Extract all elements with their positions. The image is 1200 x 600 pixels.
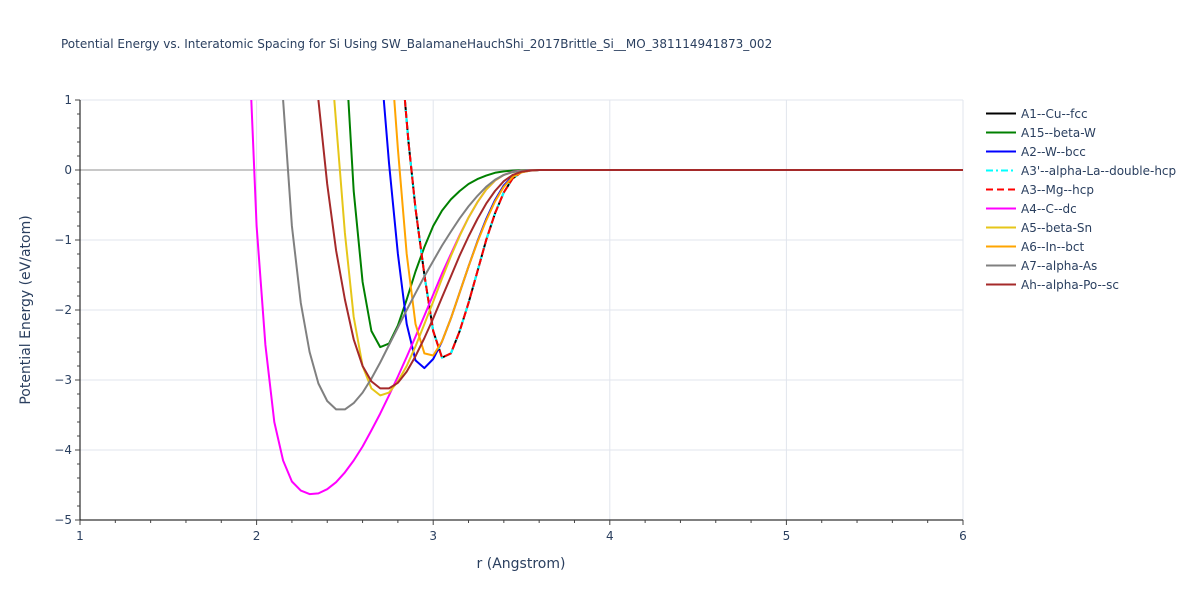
y-tick-label: −3 — [54, 373, 72, 387]
y-tick-label: −4 — [54, 443, 72, 457]
x-axis-title: r (Angstrom) — [477, 556, 566, 572]
y-axis-title: Potential Energy (eV/atom) — [18, 215, 34, 404]
legend-label: A4--C--dc — [1021, 201, 1077, 216]
legend-swatch — [986, 131, 1016, 134]
legend-label: A5--beta-Sn — [1021, 220, 1093, 235]
y-tick-label: −1 — [54, 233, 72, 247]
series-group — [250, 100, 963, 496]
series-line-0 — [403, 100, 963, 359]
legend-swatch — [986, 245, 1016, 248]
x-tick-label: 1 — [76, 529, 84, 543]
series-line-6 — [333, 100, 963, 397]
y-tick-label: 0 — [64, 163, 72, 177]
series-line-4 — [403, 100, 963, 359]
x-tick-label: 2 — [253, 529, 261, 543]
legend-item[interactable]: A5--beta-Sn — [986, 218, 1176, 237]
chart-title: Potential Energy vs. Interatomic Spacing… — [61, 37, 773, 51]
series-line-3 — [403, 100, 963, 359]
legend-item[interactable]: A7--alpha-As — [986, 256, 1176, 275]
grid — [80, 99, 964, 520]
legend-swatch — [986, 188, 1016, 191]
legend-label: A3--Mg--hcp — [1021, 182, 1094, 197]
series-line-5 — [250, 100, 963, 496]
y-tick-label: −5 — [54, 513, 72, 527]
legend: A1--Cu--fcc A15--beta-W A2--W--bcc A3'--alp… — [986, 104, 1176, 294]
y-tick-label: 1 — [64, 93, 72, 107]
legend-item[interactable]: A2--W--bcc — [986, 142, 1176, 161]
legend-item[interactable]: A3'--alpha-La--double-hcp — [986, 161, 1176, 180]
tick-labels: 1 2 3 4 5 6 1 0 −1 −2 −3 −4 −5 — [54, 93, 967, 543]
x-tick-label: 6 — [959, 529, 967, 543]
legend-label: A3'--alpha-La--double-hcp — [1021, 163, 1177, 178]
legend-label: A2--W--bcc — [1021, 144, 1086, 159]
legend-item[interactable]: A15--beta-W — [986, 123, 1176, 142]
series-line-7 — [393, 100, 963, 357]
legend-label: A6--In--bct — [1021, 239, 1085, 254]
legend-item[interactable]: A1--Cu--fcc — [986, 104, 1176, 123]
legend-label: A7--alpha-As — [1021, 258, 1098, 273]
legend-swatch — [986, 283, 1016, 286]
x-tick-label: 3 — [429, 529, 437, 543]
legend-label: A15--beta-W — [1021, 125, 1096, 140]
x-tick-label: 4 — [606, 529, 614, 543]
legend-swatch — [986, 207, 1016, 210]
axes — [75, 99, 964, 525]
series-line-8 — [282, 100, 963, 411]
legend-item[interactable]: A4--C--dc — [986, 199, 1176, 218]
series-line-9 — [317, 100, 963, 390]
legend-swatch — [986, 226, 1016, 229]
legend-item[interactable]: A3--Mg--hcp — [986, 180, 1176, 199]
x-tick-label: 5 — [783, 529, 791, 543]
legend-swatch — [986, 264, 1016, 267]
legend-item[interactable]: Ah--alpha-Po--sc — [986, 275, 1176, 294]
legend-label: A1--Cu--fcc — [1021, 106, 1088, 121]
legend-label: Ah--alpha-Po--sc — [1021, 277, 1119, 292]
legend-swatch — [986, 169, 1016, 172]
legend-swatch — [986, 150, 1016, 153]
legend-item[interactable]: A6--In--bct — [986, 237, 1176, 256]
legend-swatch — [986, 112, 1016, 115]
y-tick-label: −2 — [54, 303, 72, 317]
